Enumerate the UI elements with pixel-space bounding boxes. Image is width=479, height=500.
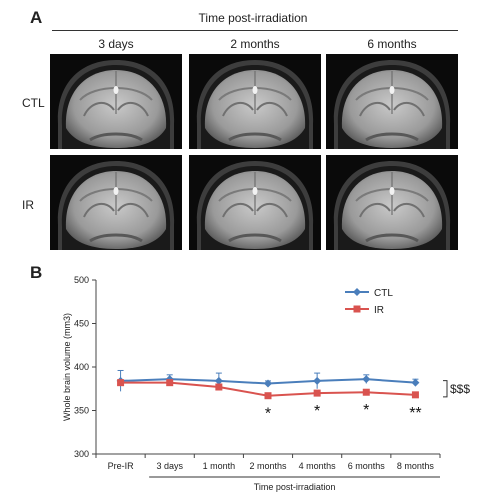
column-header-6-months: 6 months bbox=[367, 37, 417, 51]
x-tick-label: Pre-IR bbox=[108, 461, 135, 471]
panel-b-label: B bbox=[30, 263, 43, 282]
x-tick-label: 2 months bbox=[249, 461, 287, 471]
data-point-ir bbox=[117, 379, 125, 387]
mri-ir-6-months bbox=[326, 155, 458, 250]
column-header-2-months: 2 months bbox=[230, 37, 280, 51]
x-tick-label: 8 months bbox=[397, 461, 435, 471]
mri-ir-3-days bbox=[50, 155, 182, 250]
mri-grid-title: Time post-irradiation bbox=[198, 11, 308, 25]
significance-star: ** bbox=[409, 405, 421, 422]
data-point-ctl bbox=[264, 379, 272, 388]
x-tick-label: 1 month bbox=[203, 461, 236, 471]
data-point-ir bbox=[411, 391, 419, 399]
y-tick-label: 300 bbox=[74, 449, 89, 459]
mri-ctl-6-months bbox=[326, 54, 458, 149]
mri-ctl-3-days bbox=[50, 54, 182, 149]
y-axis-title: Whole brain volume (mm3) bbox=[62, 313, 72, 421]
data-point-ir bbox=[313, 389, 321, 397]
y-tick-label: 400 bbox=[74, 362, 89, 372]
significance-star: * bbox=[314, 403, 320, 420]
legend-label-ir: IR bbox=[374, 305, 384, 316]
significance-bracket bbox=[443, 380, 448, 398]
panel-a-label: A bbox=[30, 8, 43, 27]
y-tick-label: 450 bbox=[74, 319, 89, 329]
data-point-ctl bbox=[362, 375, 371, 384]
x-tick-label: 6 months bbox=[348, 461, 386, 471]
data-point-ir bbox=[215, 383, 223, 391]
data-point-ir bbox=[362, 388, 370, 396]
brain-volume-chart-svg: 300 350 400 450 500 Pre-IR 3 days 1 month 2 mont… bbox=[62, 275, 470, 492]
brain-volume-chart: 300 350 400 450 500 Pre-IR 3 days 1 month 2 mont… bbox=[0, 262, 479, 500]
significance-star: * bbox=[265, 406, 271, 423]
significance-bracket-label: $$$ bbox=[450, 382, 470, 396]
data-point-ir bbox=[166, 379, 174, 387]
row-header-ir: IR bbox=[22, 198, 34, 212]
legend-marker-ir bbox=[353, 305, 361, 313]
data-point-ctl bbox=[313, 376, 322, 385]
data-point-ctl bbox=[214, 376, 223, 385]
data-point-ir bbox=[264, 392, 272, 400]
significance-star: * bbox=[363, 402, 369, 419]
data-point-ctl bbox=[411, 378, 420, 387]
row-header-ctl: CTL bbox=[22, 96, 45, 110]
mri-ir-2-months bbox=[189, 155, 321, 250]
x-axis-title: Time post-irradiation bbox=[254, 482, 336, 492]
legend-label-ctl: CTL bbox=[374, 288, 393, 299]
y-tick-label: 500 bbox=[74, 275, 89, 285]
y-tick-label: 350 bbox=[74, 406, 89, 416]
x-tick-label: 4 months bbox=[299, 461, 337, 471]
mri-title-rule bbox=[52, 30, 458, 31]
mri-ctl-2-months bbox=[189, 54, 321, 149]
column-header-3-days: 3 days bbox=[98, 37, 134, 51]
x-tick-label: 3 days bbox=[156, 461, 183, 471]
legend-marker-ctl bbox=[353, 288, 361, 296]
